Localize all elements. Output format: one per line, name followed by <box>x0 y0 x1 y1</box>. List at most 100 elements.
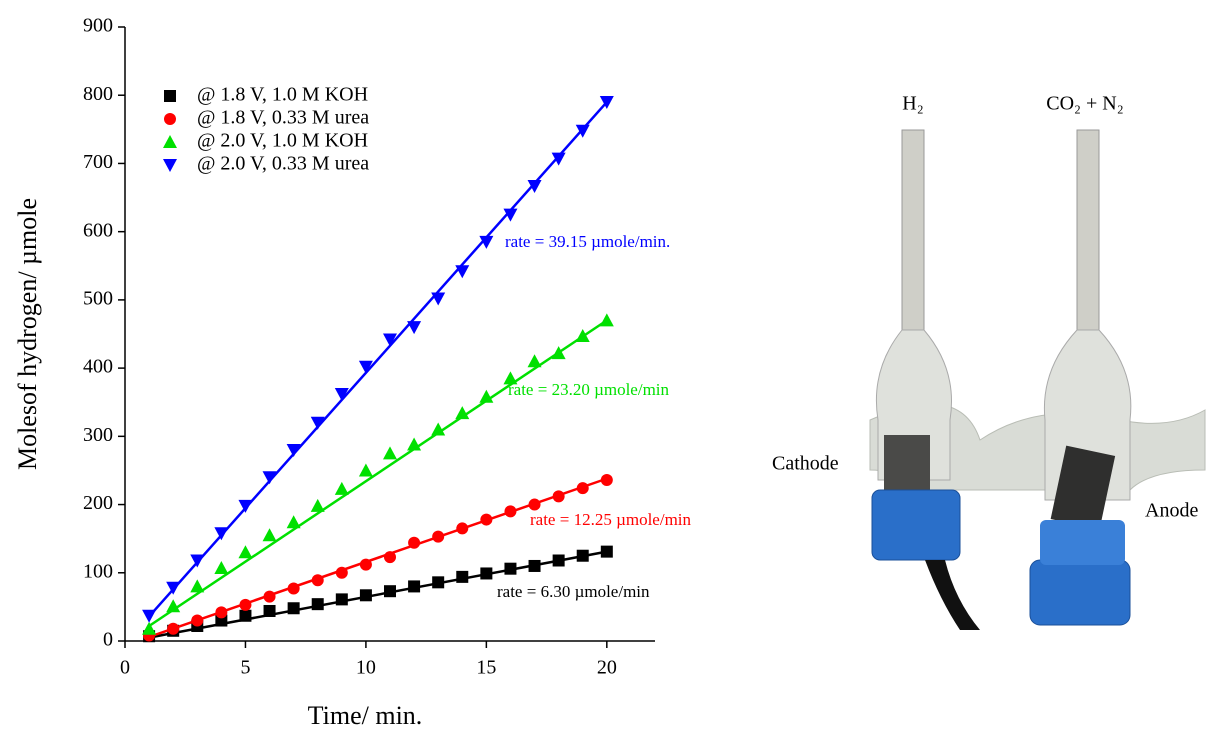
x-tick-label: 5 <box>240 657 250 679</box>
data-point <box>190 554 205 568</box>
data-point <box>455 265 470 279</box>
data-point <box>407 437 422 451</box>
data-point <box>456 522 469 535</box>
rate-annotation: rate = 39.15 µmole/min. <box>505 232 670 251</box>
x-tick-label: 0 <box>120 657 130 679</box>
data-point <box>479 389 494 403</box>
cap-right-top <box>1040 520 1125 565</box>
data-point <box>600 545 613 558</box>
data-point <box>214 561 229 575</box>
data-point <box>214 527 229 541</box>
data-point <box>239 598 252 611</box>
y-tick-label: 900 <box>83 15 113 37</box>
data-point <box>576 549 589 562</box>
rate-annotation: rate = 6.30 µmole/min <box>497 582 650 601</box>
data-point <box>480 513 493 526</box>
data-point <box>599 313 614 327</box>
photo-label: Anode <box>1145 500 1198 522</box>
data-point <box>238 499 253 513</box>
tube-left <box>901 129 925 331</box>
data-point <box>407 321 422 335</box>
y-tick-label: 100 <box>83 560 113 582</box>
data-point <box>335 566 348 579</box>
data-point <box>384 585 396 598</box>
legend-label: @ 2.0 V, 0.33 M urea <box>197 153 369 175</box>
data-point <box>359 589 372 602</box>
data-point <box>239 609 252 622</box>
data-point <box>504 562 517 575</box>
data-point <box>262 528 277 542</box>
x-tick-label: 15 <box>476 657 496 679</box>
data-point <box>528 498 541 511</box>
data-point <box>527 179 542 193</box>
data-point <box>287 582 300 595</box>
legend-marker <box>163 135 177 148</box>
data-point <box>167 622 180 635</box>
photo-label: H₂ <box>902 93 923 115</box>
data-point <box>166 581 181 595</box>
data-point <box>359 558 372 571</box>
data-point <box>384 551 396 564</box>
data-point <box>263 590 276 603</box>
data-point <box>504 505 517 518</box>
data-point <box>479 235 494 249</box>
data-point <box>262 471 277 485</box>
data-point <box>551 152 566 166</box>
cap-left <box>871 489 961 561</box>
data-point <box>215 606 228 619</box>
data-point <box>335 593 348 606</box>
data-point <box>599 96 614 110</box>
legend-label: @ 2.0 V, 1.0 M KOH <box>197 130 368 152</box>
data-point <box>552 490 565 503</box>
data-point <box>310 416 325 430</box>
data-point <box>383 446 397 460</box>
cathode-electrode <box>884 435 930 495</box>
cap-right <box>1029 559 1131 626</box>
data-point <box>575 329 590 343</box>
legend-marker <box>164 90 176 102</box>
data-point <box>310 498 325 512</box>
data-point <box>142 621 157 635</box>
y-tick-label: 200 <box>83 492 113 514</box>
data-point <box>286 443 301 457</box>
data-point <box>456 570 469 583</box>
y-tick-label: 400 <box>83 356 113 378</box>
data-point <box>552 554 565 567</box>
data-point <box>503 208 518 222</box>
data-point <box>432 576 445 589</box>
y-tick-label: 300 <box>83 424 113 446</box>
data-point <box>432 530 445 543</box>
x-tick-label: 10 <box>356 657 376 679</box>
data-point <box>311 598 324 611</box>
photo-background <box>760 60 1212 660</box>
anode-electrode <box>1050 445 1116 530</box>
legend-marker <box>163 159 177 172</box>
tube-right <box>1076 129 1100 331</box>
data-point <box>358 360 373 374</box>
photo-label: Cathode <box>772 453 839 475</box>
y-tick-label: 700 <box>83 151 113 173</box>
data-point <box>455 406 470 420</box>
data-point <box>238 545 253 559</box>
legend-marker <box>164 113 176 125</box>
y-tick-label: 800 <box>83 83 113 105</box>
data-point <box>358 463 373 477</box>
x-tick-label: 20 <box>597 657 617 679</box>
data-point <box>408 536 421 549</box>
data-point <box>334 388 349 402</box>
y-tick-label: 500 <box>83 287 113 309</box>
data-point <box>142 609 157 623</box>
x-axis-label: Time/ min. <box>308 701 423 730</box>
y-tick-label: 0 <box>103 629 113 651</box>
data-point <box>551 346 566 360</box>
rate-annotation: rate = 12.25 µmole/min <box>530 510 692 529</box>
data-point <box>480 567 493 580</box>
rate-annotation: rate = 23.20 µmole/min <box>508 380 670 399</box>
data-point <box>503 371 518 385</box>
data-point <box>408 580 421 593</box>
data-point <box>286 515 301 529</box>
data-point <box>166 599 181 613</box>
data-point <box>383 333 397 347</box>
data-point <box>576 482 589 495</box>
